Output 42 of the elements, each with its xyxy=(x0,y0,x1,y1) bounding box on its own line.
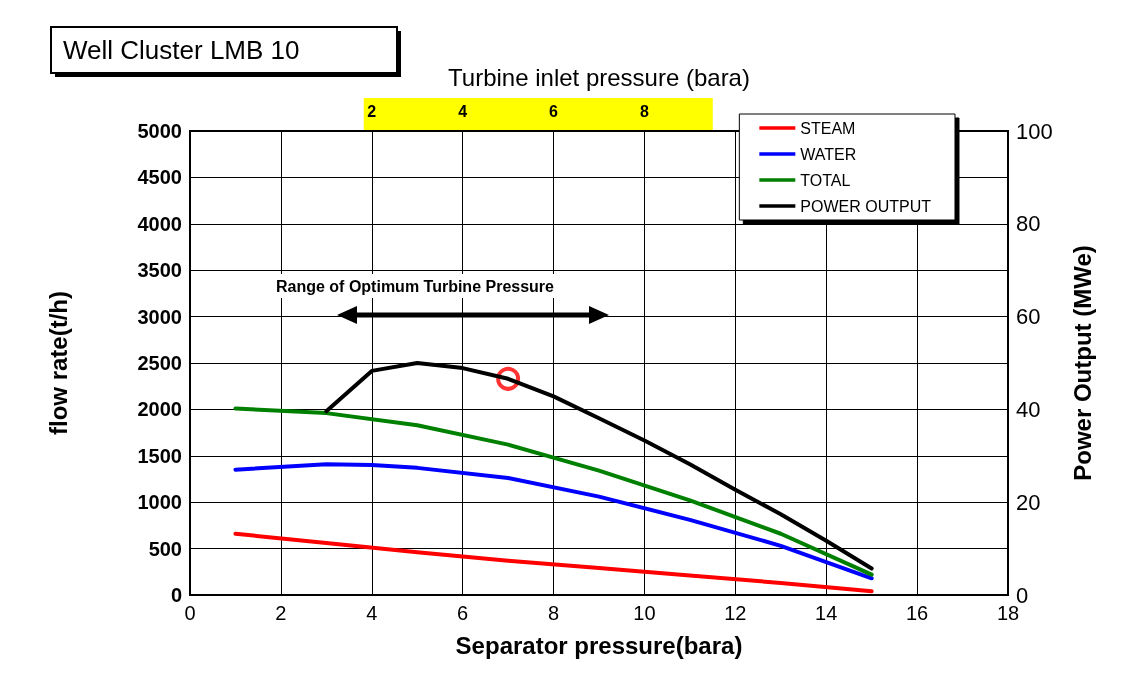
x2-tick-label: 2 xyxy=(367,102,377,120)
line-series xyxy=(233,462,874,581)
x-tick-label: 12 xyxy=(724,602,747,624)
x-axis-title: Separator pressure(bara) xyxy=(455,631,743,659)
legend-label: WATER xyxy=(800,145,857,163)
y-tick-label: 5000 xyxy=(137,120,182,142)
y2-tick-label: 40 xyxy=(1016,396,1041,422)
y-tick-label: 4000 xyxy=(137,212,182,235)
x-tick-label: 14 xyxy=(815,602,838,624)
x2-tick-label: 8 xyxy=(639,102,649,120)
y-tick-label: 500 xyxy=(148,537,182,560)
x-tick-label: 16 xyxy=(905,602,929,624)
x-tick-label: 10 xyxy=(633,602,656,624)
line-series xyxy=(233,531,874,594)
y-tick-label: 1000 xyxy=(137,491,182,514)
x2-tick-label: 6 xyxy=(549,102,559,120)
x2-tick-label: 4 xyxy=(458,102,468,120)
y2-tick-label: 60 xyxy=(1016,304,1041,330)
y-tick-label: 3500 xyxy=(137,259,182,282)
y2-tick-label: 20 xyxy=(1016,489,1041,515)
line-series xyxy=(233,406,874,577)
y-tick-label: 0 xyxy=(170,584,182,606)
x-tick-label: 8 xyxy=(547,602,560,624)
y-tick-label: 2500 xyxy=(137,352,182,374)
y-tick-label: 1500 xyxy=(137,444,182,467)
legend-label: TOTAL xyxy=(800,171,851,189)
x2-axis-title: Turbine inlet pressure (bara) xyxy=(448,63,750,91)
y-tick-label: 3000 xyxy=(137,305,182,328)
y2-axis-title: Power Output (MWe) xyxy=(1068,245,1096,481)
x-tick-label: 2 xyxy=(275,602,287,624)
chart-title: Well Cluster LMB 10 xyxy=(63,35,300,65)
legend-label: STEAM xyxy=(800,119,856,137)
x-tick-label: 4 xyxy=(366,602,378,624)
legend-label: POWER OUTPUT xyxy=(800,197,932,215)
x-tick-label: 6 xyxy=(457,602,469,624)
y-axis-title: flow rate(t/h) xyxy=(44,291,72,435)
annotation: Range of Optimum Turbine Pressure xyxy=(276,277,555,295)
y-tick-label: 4500 xyxy=(137,166,182,189)
y2-tick-label: 80 xyxy=(1016,211,1041,237)
x-tick-label: 0 xyxy=(184,602,196,624)
y-tick-label: 2000 xyxy=(137,398,182,421)
y2-tick-label: 100 xyxy=(1016,118,1053,144)
